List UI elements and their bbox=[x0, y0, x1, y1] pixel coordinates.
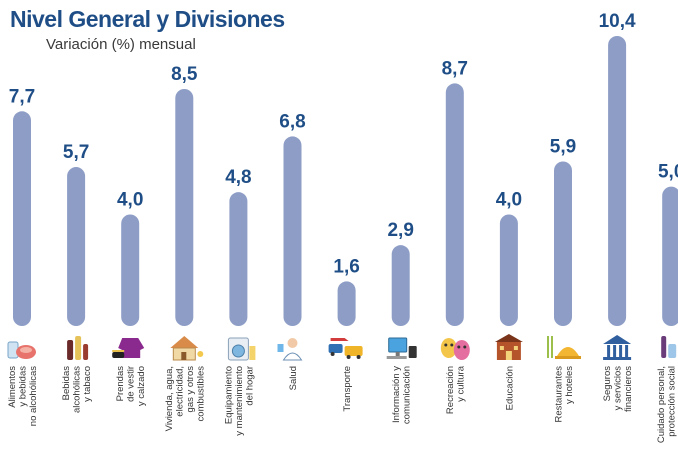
category-label-3: Prendas de vestir y calzado bbox=[115, 366, 147, 406]
category-label-11: Restaurantes y hoteles bbox=[553, 366, 575, 423]
category-label-line: Seguros bbox=[602, 366, 613, 402]
category-label-line: Educación bbox=[504, 366, 515, 410]
bar-10 bbox=[499, 214, 518, 326]
category-label-9: Recreación y cultura bbox=[445, 365, 467, 414]
category-label-2: Bebidas alcohólicas y tabaco bbox=[61, 366, 93, 413]
bar-8 bbox=[391, 245, 410, 326]
category-label-line: y bebidas bbox=[18, 366, 29, 407]
value-label-2: 5,7 bbox=[63, 142, 89, 163]
bar-1 bbox=[13, 111, 31, 327]
bar-2 bbox=[67, 167, 86, 326]
bar-13 bbox=[662, 186, 678, 326]
category-icons-group bbox=[7, 334, 677, 361]
category-label-6: Salud bbox=[288, 366, 299, 390]
category-label-line: Salud bbox=[288, 366, 299, 390]
category-label-line: del hogar bbox=[244, 366, 255, 406]
category-label-line: y cultura bbox=[456, 365, 467, 402]
category-label-line: Alimentos bbox=[7, 366, 18, 408]
category-label-4: Vivienda, agua, electricidad, gas y otros c… bbox=[164, 366, 207, 432]
value-label-11: 5,9 bbox=[550, 136, 576, 157]
value-label-12: 10,4 bbox=[599, 11, 636, 32]
category-label-line: Equipamiento bbox=[223, 366, 234, 424]
category-label-line: Prendas bbox=[115, 366, 126, 402]
value-label-7: 1,6 bbox=[333, 256, 359, 277]
category-label-line: protección social bbox=[667, 366, 678, 437]
category-label-line: Vivienda, agua, bbox=[164, 366, 175, 431]
category-label-line: y mantenimiento bbox=[234, 366, 245, 436]
vehicles-icon bbox=[328, 338, 363, 359]
bar-11 bbox=[554, 161, 572, 326]
category-label-line: Cuidado personal, bbox=[656, 366, 667, 443]
school-building-icon bbox=[494, 334, 523, 360]
value-label-9: 8,7 bbox=[442, 58, 468, 79]
category-label-line: Información y bbox=[391, 366, 402, 423]
bar-5 bbox=[229, 192, 248, 326]
category-labels-group: Alimentos y bebidas no alcohólicas Bebidas a… bbox=[7, 365, 678, 443]
value-label-6: 6,8 bbox=[279, 111, 305, 132]
category-label-line: y servicios bbox=[613, 366, 624, 411]
value-label-13: 5,0 bbox=[658, 162, 678, 183]
category-label-line: no alcohólicas bbox=[28, 366, 39, 426]
category-label-7: Transporte bbox=[342, 366, 353, 412]
category-label-line: comunicación bbox=[401, 366, 412, 424]
chart-title: Nivel General y Divisiones bbox=[10, 6, 285, 32]
bar-6 bbox=[283, 136, 302, 326]
category-label-13: Cuidado personal,protección socialy otro… bbox=[656, 366, 678, 443]
category-label-1: Alimentos y bebidas no alcohólicas bbox=[7, 366, 39, 426]
category-label-line: Recreación bbox=[445, 366, 456, 414]
house-icon bbox=[170, 336, 204, 361]
category-label-line: alcohólicas bbox=[72, 366, 83, 413]
value-label-5: 4,8 bbox=[225, 167, 251, 188]
wine-bottles-icon bbox=[67, 336, 89, 360]
value-label-1: 7,7 bbox=[9, 86, 35, 107]
value-label-3: 4,0 bbox=[117, 189, 143, 210]
bank-icon bbox=[603, 335, 632, 360]
bar-3 bbox=[121, 214, 140, 326]
bar-12 bbox=[608, 36, 627, 326]
category-label-line: y calzado bbox=[136, 366, 147, 406]
groceries-icon bbox=[7, 341, 36, 359]
category-label-line: financieros bbox=[623, 366, 634, 412]
bar-4 bbox=[175, 88, 194, 326]
cutlery-cloche-icon bbox=[547, 336, 581, 359]
category-label-line: Bebidas bbox=[61, 366, 72, 401]
category-label-12: Seguros y servicios financieros bbox=[602, 366, 634, 412]
sweater-shoes-icon bbox=[112, 338, 145, 358]
value-label-4: 8,5 bbox=[171, 64, 198, 85]
value-labels-group: 7,7 5,7 4,0 8,5 4,8 6,8 1,6 2,9 8,7 4,0 5,9 10,4 5,0 bbox=[9, 11, 678, 277]
doctor-icon bbox=[277, 338, 303, 361]
bar-7 bbox=[337, 281, 356, 326]
value-label-10: 4,0 bbox=[496, 189, 522, 210]
category-label-8: Información y comunicación bbox=[391, 366, 413, 424]
theater-masks-icon bbox=[440, 338, 470, 360]
category-label-line: de vestir bbox=[126, 366, 137, 402]
cosmetics-icon bbox=[661, 336, 677, 358]
category-label-line: gas y otros bbox=[185, 366, 196, 413]
bars-group bbox=[13, 36, 678, 327]
category-label-line: y tabaco bbox=[82, 366, 93, 402]
washing-machine-icon bbox=[227, 337, 256, 361]
chart-subtitle: Variación (%) mensual bbox=[46, 36, 196, 53]
category-label-5: Equipamiento y mantenimiento del hogar bbox=[223, 366, 255, 436]
category-label-line: Restaurantes bbox=[553, 366, 564, 423]
category-label-line: electricidad, bbox=[175, 366, 186, 417]
computer-icon bbox=[386, 337, 417, 359]
value-label-8: 2,9 bbox=[387, 220, 413, 241]
bar-9 bbox=[445, 83, 464, 327]
category-label-line: Transporte bbox=[342, 366, 353, 412]
category-label-line: y hoteles bbox=[564, 366, 575, 404]
category-label-10: Educación bbox=[504, 366, 515, 410]
category-label-line: combustibles bbox=[196, 366, 207, 422]
